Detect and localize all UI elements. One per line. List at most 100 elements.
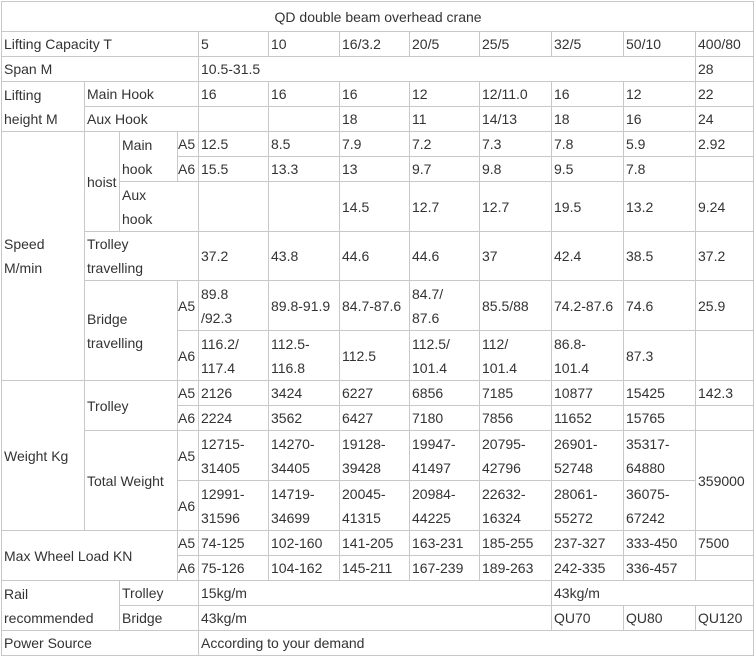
table-cell: 16 xyxy=(268,81,340,107)
table-cell: 14/13 xyxy=(479,106,552,132)
table-cell: 18 xyxy=(551,106,624,132)
table-cell: 400/80 xyxy=(694,31,754,57)
empty-cell xyxy=(268,181,340,232)
table-cell: 7856 xyxy=(479,405,552,431)
table-cell: 7180 xyxy=(409,405,480,431)
table-title: QD double beam overhead crane xyxy=(0,1,754,32)
table-cell: Trolley xyxy=(119,580,199,606)
table-cell: 32/5 xyxy=(551,31,624,57)
empty-cell xyxy=(198,106,269,132)
table-cell: 28 xyxy=(694,56,754,82)
table-cell: 87.3 xyxy=(623,330,696,381)
table-cell: 112.5 xyxy=(339,330,410,381)
table-cell: 9.5 xyxy=(551,156,624,182)
table-cell: 9.7 xyxy=(409,156,480,182)
table-cell: 43kg/m xyxy=(550,580,754,606)
table-cell: Aux hook xyxy=(119,181,199,232)
table-cell: QU80 xyxy=(623,605,696,631)
table-cell: 50/10 xyxy=(623,31,696,57)
table-cell: 6427 xyxy=(339,405,410,431)
table-cell: 9.8 xyxy=(479,156,552,182)
table-cell: QU120 xyxy=(694,605,754,631)
table-cell: Bridge xyxy=(119,605,199,631)
table-cell: 104-162 xyxy=(268,555,340,581)
table-cell: 2.92 xyxy=(694,131,754,157)
empty-cell xyxy=(694,156,754,182)
table-cell: 5.9 xyxy=(623,131,696,157)
table-cell: Speed M/min xyxy=(1,131,85,381)
table-cell: 22 xyxy=(694,81,754,107)
table-cell: 5 xyxy=(198,31,269,57)
empty-cell xyxy=(198,181,269,232)
table-cell: 8.5 xyxy=(268,131,340,157)
table-cell: 11 xyxy=(409,106,480,132)
table-cell: Max Wheel Load KN xyxy=(1,530,178,581)
table-cell: 142.3 xyxy=(694,380,754,406)
table-cell: 19.5 xyxy=(551,181,624,232)
table-cell: 19128- 39428 xyxy=(339,430,410,481)
table-cell: 185-255 xyxy=(479,530,552,556)
table-cell: 15765 xyxy=(623,405,696,431)
table-cell: 7.8 xyxy=(551,131,624,157)
table-cell: 336-457 xyxy=(623,555,696,581)
table-cell: 85.5/88 xyxy=(479,280,552,331)
empty-cell xyxy=(268,106,340,132)
table-cell: 116.2/ 117.4 xyxy=(198,330,269,381)
table-cell: 74.6 xyxy=(623,280,696,331)
table-cell: Trolley travelling xyxy=(84,231,199,281)
table-cell: 20984- 44225 xyxy=(409,480,480,531)
table-cell: Main Hook xyxy=(84,81,199,107)
table-cell: 43.8 xyxy=(268,231,340,281)
table-cell: 75-126 xyxy=(198,555,269,581)
table-cell: Span M xyxy=(1,56,199,82)
table-cell: 16 xyxy=(623,106,696,132)
table-cell: 12.7 xyxy=(479,181,552,232)
table-cell: 359000 xyxy=(694,430,754,531)
table-cell: Lifting Capacity T xyxy=(1,31,199,57)
table-cell: 12991- 31596 xyxy=(198,480,269,531)
table-cell: 10 xyxy=(268,31,340,57)
table-cell: 163-231 xyxy=(409,530,480,556)
table-cell: 26901- 52748 xyxy=(551,430,624,481)
table-cell: 112.5/ 101.4 xyxy=(409,330,480,381)
table-cell: 14719- 34699 xyxy=(268,480,340,531)
table-cell: Trolley xyxy=(84,380,178,431)
table-cell: 13.2 xyxy=(623,181,696,232)
table-cell: 84.7/ 87.6 xyxy=(409,280,480,331)
table-cell: 167-239 xyxy=(409,555,480,581)
table-cell: 44.6 xyxy=(339,231,410,281)
table-cell: 2224 xyxy=(198,405,269,431)
table-cell: A6 xyxy=(177,480,199,531)
table-cell: A5 xyxy=(177,380,199,406)
table-cell: 44.6 xyxy=(409,231,480,281)
table-cell: 12715- 31405 xyxy=(198,430,269,481)
table-cell: A6 xyxy=(177,555,199,581)
table-cell: 20/5 xyxy=(409,31,480,57)
table-cell: 141-205 xyxy=(339,530,410,556)
table-cell: 7.2 xyxy=(409,131,480,157)
table-cell: 24 xyxy=(694,106,754,132)
table-cell: 43kg/m xyxy=(198,605,552,631)
empty-cell xyxy=(694,330,754,381)
table-cell: 7500 xyxy=(694,530,754,556)
table-cell: 74-125 xyxy=(198,530,269,556)
table-cell: Bridge travelling xyxy=(84,280,178,381)
table-cell: 37.2 xyxy=(198,231,269,281)
table-cell: 13.3 xyxy=(268,156,340,182)
table-cell: Main hook xyxy=(119,131,178,182)
table-cell: 2126 xyxy=(198,380,269,406)
table-cell: Total Weight xyxy=(84,430,178,531)
table-cell: 12 xyxy=(623,81,696,107)
empty-cell xyxy=(694,555,754,581)
table-cell: 84.7-87.6 xyxy=(339,280,410,331)
table-cell: 102-160 xyxy=(268,530,340,556)
table-cell: 14270- 34405 xyxy=(268,430,340,481)
table-cell: 25/5 xyxy=(479,31,552,57)
table-cell: A6 xyxy=(177,405,199,431)
table-cell: Weight Kg xyxy=(1,380,85,531)
table-cell: 12.7 xyxy=(409,181,480,232)
table-cell: 7.8 xyxy=(623,156,696,182)
table-cell: 16 xyxy=(198,81,269,107)
